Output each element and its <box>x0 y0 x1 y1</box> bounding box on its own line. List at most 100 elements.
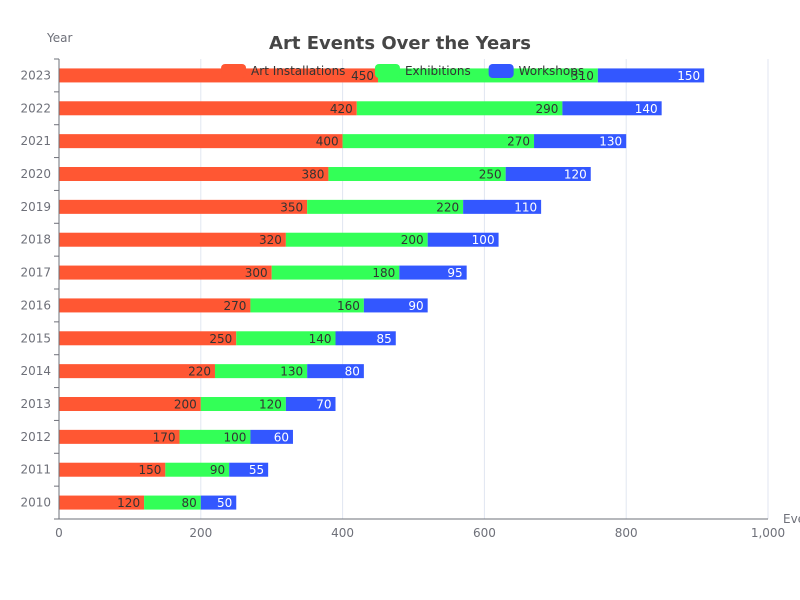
bar[interactable] <box>59 167 329 181</box>
bars <box>59 68 705 510</box>
bar-value-label: 150 <box>677 69 700 83</box>
bar-value-label: 120 <box>117 496 140 510</box>
legend-item[interactable]: Exhibitions <box>374 64 471 78</box>
axes: 0 200 400 600 800 1,000 2010 2011 2012 2013 2014 20… <box>20 58 785 540</box>
bar[interactable] <box>59 101 357 116</box>
bar-value-label: 120 <box>259 398 282 412</box>
bar[interactable] <box>534 134 627 149</box>
bar[interactable] <box>59 331 237 346</box>
bar[interactable] <box>59 265 272 280</box>
legend-item[interactable]: Workshops <box>488 64 584 78</box>
bar-value-label: 320 <box>259 233 282 247</box>
bar[interactable] <box>463 199 542 214</box>
legend[interactable]: Art Installations Exhibitions Workshops <box>221 64 584 78</box>
bar[interactable] <box>597 68 705 83</box>
y-tick-label: 2015 <box>20 331 51 345</box>
bar[interactable] <box>165 462 230 477</box>
bar[interactable] <box>342 134 535 149</box>
bar[interactable] <box>335 331 396 346</box>
bar-value-label: 200 <box>401 233 424 247</box>
bar[interactable] <box>59 199 308 214</box>
bar-value-label: 140 <box>635 102 658 116</box>
bar[interactable] <box>59 462 166 477</box>
bar[interactable] <box>399 265 467 280</box>
bar-value-label: 350 <box>280 200 303 214</box>
bar[interactable] <box>285 232 428 247</box>
bar-value-label: 310 <box>571 69 594 83</box>
bar-value-label: 250 <box>479 168 502 182</box>
y-tick-label: 2011 <box>20 463 51 477</box>
y-tick-label: 2010 <box>20 496 51 510</box>
bar-value-label: 300 <box>245 266 268 280</box>
bar[interactable] <box>59 298 251 313</box>
bar-value-label: 400 <box>316 135 339 149</box>
bar-value-label: 90 <box>408 299 423 313</box>
y-tick-label: 2016 <box>20 298 51 312</box>
bar-value-label: 130 <box>280 365 303 379</box>
bar-value-label: 270 <box>224 299 247 313</box>
y-tick-label: 2012 <box>20 430 51 444</box>
bar[interactable] <box>271 265 400 280</box>
x-tick-label: 200 <box>189 526 212 540</box>
bar[interactable] <box>59 134 343 149</box>
bar-value-label: 120 <box>564 168 587 182</box>
legend-label: Art Installations <box>251 64 345 78</box>
y-axis-title: Year <box>46 31 72 45</box>
bar[interactable] <box>229 462 269 477</box>
bar-value-label: 60 <box>274 430 289 444</box>
bar[interactable] <box>236 331 336 346</box>
bar[interactable] <box>562 101 662 116</box>
bar-value-label: 110 <box>514 200 537 214</box>
x-tick-label: 600 <box>473 526 496 540</box>
bar-value-label: 50 <box>217 496 232 510</box>
bar[interactable] <box>179 429 251 444</box>
bar-value-label: 270 <box>507 135 530 149</box>
bar[interactable] <box>505 167 591 181</box>
x-axis-title: Eve <box>783 512 800 526</box>
bar[interactable] <box>59 495 145 510</box>
x-tick-label: 1,000 <box>751 526 785 540</box>
bar[interactable] <box>250 429 293 444</box>
bar[interactable] <box>378 68 598 83</box>
bar[interactable] <box>356 101 563 116</box>
bar-value-label: 90 <box>210 463 225 477</box>
bar[interactable] <box>427 232 499 247</box>
legend-item[interactable]: Art Installations <box>221 64 345 78</box>
bar-value-label: 380 <box>302 168 325 182</box>
bar[interactable] <box>59 364 215 379</box>
bar[interactable] <box>214 364 308 379</box>
bar[interactable] <box>200 495 237 510</box>
bar[interactable] <box>59 68 379 83</box>
bar[interactable] <box>307 199 464 214</box>
bar[interactable] <box>285 397 336 411</box>
bar[interactable] <box>328 167 506 181</box>
y-tick-label: 2021 <box>20 134 51 148</box>
bar-value-label: 130 <box>599 135 622 149</box>
bar-value-label: 100 <box>472 233 495 247</box>
bar[interactable] <box>363 298 428 313</box>
bar[interactable] <box>307 364 364 379</box>
bar[interactable] <box>250 298 364 313</box>
bar-value-label: 200 <box>174 398 197 412</box>
bar-value-label: 180 <box>372 266 395 280</box>
x-tick-label: 400 <box>331 526 354 540</box>
bar-value-label: 220 <box>436 200 459 214</box>
legend-swatch <box>221 64 247 78</box>
bar-value-label: 85 <box>376 332 391 346</box>
chart-title: Art Events Over the Years <box>269 33 531 54</box>
y-tick-label: 2022 <box>20 101 51 115</box>
bar[interactable] <box>200 397 286 411</box>
bar-value-label: 100 <box>224 430 247 444</box>
bar[interactable] <box>59 232 286 247</box>
bar-value-label: 420 <box>330 102 353 116</box>
bar-value-label: 450 <box>351 69 374 83</box>
bar[interactable] <box>144 495 201 510</box>
bar-value-label: 80 <box>345 365 360 379</box>
bar-value-label: 55 <box>249 463 264 477</box>
bar[interactable] <box>59 429 180 444</box>
bar-value-label: 140 <box>309 332 332 346</box>
x-tick-label: 0 <box>55 526 63 540</box>
bar[interactable] <box>59 397 201 411</box>
grid-lines <box>200 59 769 519</box>
